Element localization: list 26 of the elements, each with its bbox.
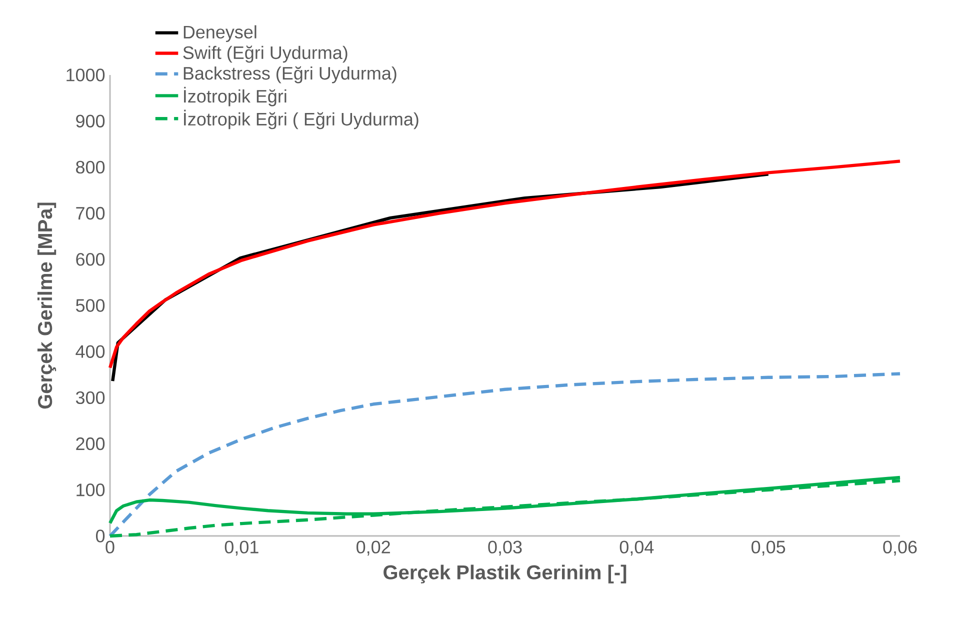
- y-tick-label: 400: [76, 345, 105, 358]
- y-tick-label: 900: [76, 114, 105, 128]
- x-tick-label: 0,05: [752, 540, 786, 556]
- y-tick-label: 700: [76, 206, 105, 220]
- x-tick-label: 0,04: [620, 540, 654, 556]
- y-axis-title: Gerçek Gerilme [MPa]: [37, 202, 56, 409]
- y-tick-label: 800: [76, 160, 105, 174]
- legend-label: Deneysel: [184, 25, 256, 42]
- y-tick-label: 600: [76, 253, 105, 266]
- x-tick-label: 0,03: [488, 540, 522, 556]
- legend-label: İzotropik Eğri ( Eğri Uydurma): [184, 110, 418, 130]
- x-tick-label: 0,02: [356, 540, 390, 556]
- x-tick-label: 0,06: [883, 540, 917, 556]
- y-tick-label: 0: [96, 530, 105, 542]
- legend-label: İzotropik Eğri: [184, 86, 286, 106]
- y-tick-label: 1000: [66, 68, 105, 82]
- y-tick-label: 200: [76, 437, 105, 450]
- x-tick-label: 0: [106, 540, 114, 554]
- line-series: [108, 160, 902, 370]
- y-tick-label: 300: [76, 391, 105, 404]
- legend-label: Backstress (Eğri Uydurma): [184, 66, 396, 84]
- y-tick-label: 100: [76, 484, 105, 496]
- legend-label: Swift (Eğri Uydurma): [183, 46, 348, 63]
- x-tick-label: 0,01: [224, 540, 258, 556]
- y-tick-label: 500: [76, 299, 105, 312]
- x-axis-title: Gerçek Plastik Gerinim [-]: [384, 564, 626, 584]
